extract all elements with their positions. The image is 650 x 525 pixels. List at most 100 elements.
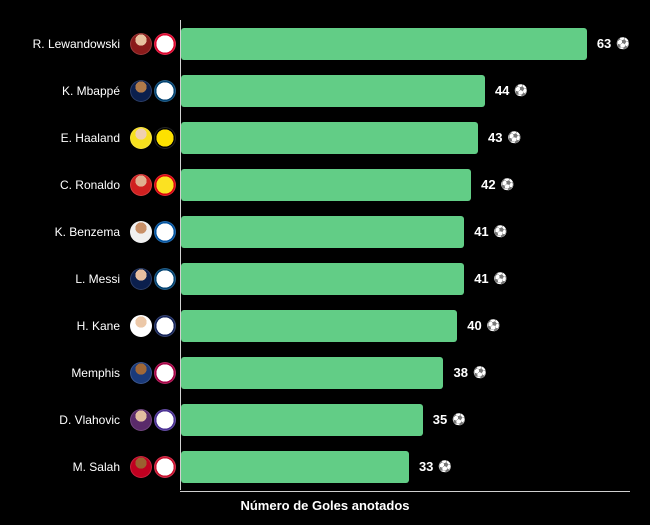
soccer-ball-icon: ⚽ [494,272,508,285]
bar-track: 33 ⚽ [180,443,630,490]
goal-bar [181,75,485,107]
goal-count: 35⚽ [433,412,466,427]
goal-bar [181,310,457,342]
player-avatars [128,268,180,290]
goal-count: 44 ⚽ [495,83,528,98]
club-badge-icon [154,409,176,431]
chart-row: R. Lewandowski 63 ⚽ [20,20,630,67]
bar-track: 41 ⚽ [180,208,630,255]
goal-count: 38⚽ [453,365,486,380]
soccer-ball-icon: ⚽ [487,319,501,332]
player-avatars [128,127,180,149]
club-badge-icon [154,80,176,102]
bar-track: 38⚽ [180,349,630,396]
goal-bar [181,451,409,483]
chart-row: K. Mbappé 44 ⚽ [20,67,630,114]
bar-track: 44 ⚽ [180,67,630,114]
goal-bar [181,357,443,389]
bar-track: 41 ⚽ [180,255,630,302]
goal-count-number: 33 [419,459,433,474]
player-headshot-icon [130,33,152,55]
goals-bar-chart: R. Lewandowski 63 ⚽ K. Mbappé 44 ⚽ E. Haaland 4… [20,20,630,490]
soccer-ball-icon: ⚽ [501,178,515,191]
player-name: M. Salah [20,460,128,474]
player-name: L. Messi [20,272,128,286]
chart-row: M. Salah 33 ⚽ [20,443,630,490]
player-avatars [128,33,180,55]
player-avatars [128,456,180,478]
player-headshot-icon [130,456,152,478]
chart-row: E. Haaland 43 ⚽ [20,114,630,161]
chart-row: C. Ronaldo 42 ⚽ [20,161,630,208]
goal-count: 42 ⚽ [481,177,514,192]
player-headshot-icon [130,174,152,196]
bar-track: 63 ⚽ [180,20,630,67]
chart-row: Memphis 38⚽ [20,349,630,396]
bar-track: 42 ⚽ [180,161,630,208]
goal-bar [181,263,464,295]
player-name: Memphis [20,366,128,380]
chart-row: L. Messi 41 ⚽ [20,255,630,302]
goal-count-number: 44 [495,83,509,98]
player-headshot-icon [130,221,152,243]
x-axis-line [180,491,630,492]
goal-count-number: 38 [453,365,467,380]
club-badge-icon [154,268,176,290]
player-name: C. Ronaldo [20,178,128,192]
goal-count-number: 40 [467,318,481,333]
player-headshot-icon [130,127,152,149]
player-avatars [128,221,180,243]
player-avatars [128,174,180,196]
player-name: R. Lewandowski [20,37,128,51]
bar-track: 35⚽ [180,396,630,443]
club-badge-icon [154,174,176,196]
goal-bar [181,28,587,60]
soccer-ball-icon: ⚽ [438,460,452,473]
soccer-ball-icon: ⚽ [507,131,521,144]
chart-rows: R. Lewandowski 63 ⚽ K. Mbappé 44 ⚽ E. Haaland 4… [20,20,630,490]
bar-track: 43 ⚽ [180,114,630,161]
player-name: D. Vlahovic [20,413,128,427]
player-name: K. Benzema [20,225,128,239]
goal-count: 33 ⚽ [419,459,452,474]
soccer-ball-icon: ⚽ [616,37,630,50]
goal-bar [181,169,471,201]
player-headshot-icon [130,268,152,290]
bar-track: 40 ⚽ [180,302,630,349]
player-headshot-icon [130,80,152,102]
chart-row: K. Benzema 41 ⚽ [20,208,630,255]
goal-count: 43 ⚽ [488,130,521,145]
club-badge-icon [154,456,176,478]
soccer-ball-icon: ⚽ [494,225,508,238]
player-headshot-icon [130,362,152,384]
club-badge-icon [154,315,176,337]
player-avatars [128,80,180,102]
chart-row: D. Vlahovic 35⚽ [20,396,630,443]
goal-count-number: 43 [488,130,502,145]
goal-bar [181,216,464,248]
club-badge-icon [154,127,176,149]
player-headshot-icon [130,409,152,431]
soccer-ball-icon: ⚽ [452,413,466,426]
soccer-ball-icon: ⚽ [514,84,528,97]
club-badge-icon [154,33,176,55]
goal-count: 41 ⚽ [474,224,507,239]
player-avatars [128,362,180,384]
goal-count-number: 63 [597,36,611,51]
player-name: K. Mbappé [20,84,128,98]
player-name: H. Kane [20,319,128,333]
player-headshot-icon [130,315,152,337]
goal-count: 41 ⚽ [474,271,507,286]
goal-bar [181,404,423,436]
goal-count: 40 ⚽ [467,318,500,333]
x-axis-label: Número de Goles anotados [0,498,650,513]
goal-count-number: 41 [474,224,488,239]
player-avatars [128,409,180,431]
club-badge-icon [154,221,176,243]
goal-bar [181,122,478,154]
chart-row: H. Kane 40 ⚽ [20,302,630,349]
goal-count-number: 41 [474,271,488,286]
club-badge-icon [154,362,176,384]
goal-count-number: 42 [481,177,495,192]
player-name: E. Haaland [20,131,128,145]
